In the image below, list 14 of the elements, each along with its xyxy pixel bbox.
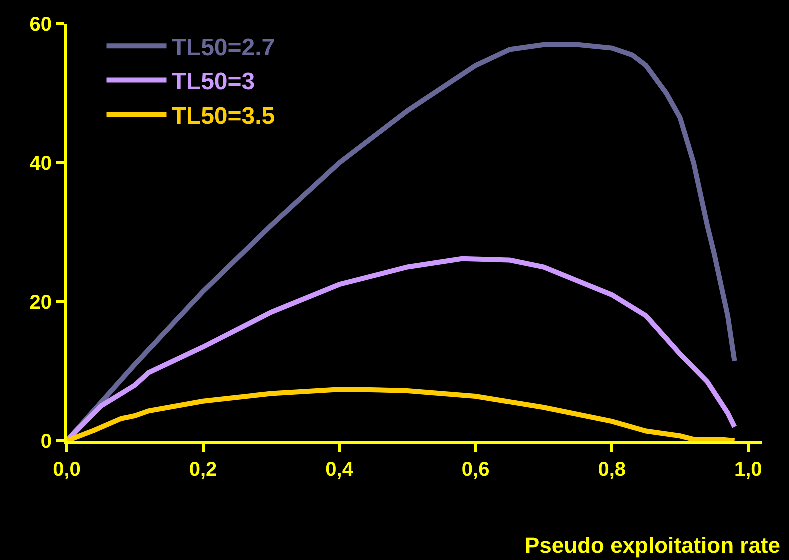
legend-label: TL50=3	[172, 68, 256, 96]
x-tick-label: 0,4	[326, 459, 354, 481]
x-axis-title: Pseudo exploitation rate	[525, 533, 780, 558]
x-tick-label: 0,8	[598, 459, 626, 481]
legend-label: TL50=2.7	[172, 34, 276, 62]
legend-label: TL50=3.5	[172, 102, 276, 130]
y-tick-label: 20	[30, 292, 52, 314]
x-tick-label: 0,6	[462, 459, 490, 481]
x-tick-label: 0,2	[189, 459, 218, 481]
y-tick-label: 40	[30, 153, 52, 175]
x-tick-label: 1,0	[734, 459, 762, 481]
y-tick-label: 60	[30, 14, 52, 36]
y-tick-label: 0	[40, 431, 52, 453]
x-tick-label: 0,0	[53, 459, 81, 481]
